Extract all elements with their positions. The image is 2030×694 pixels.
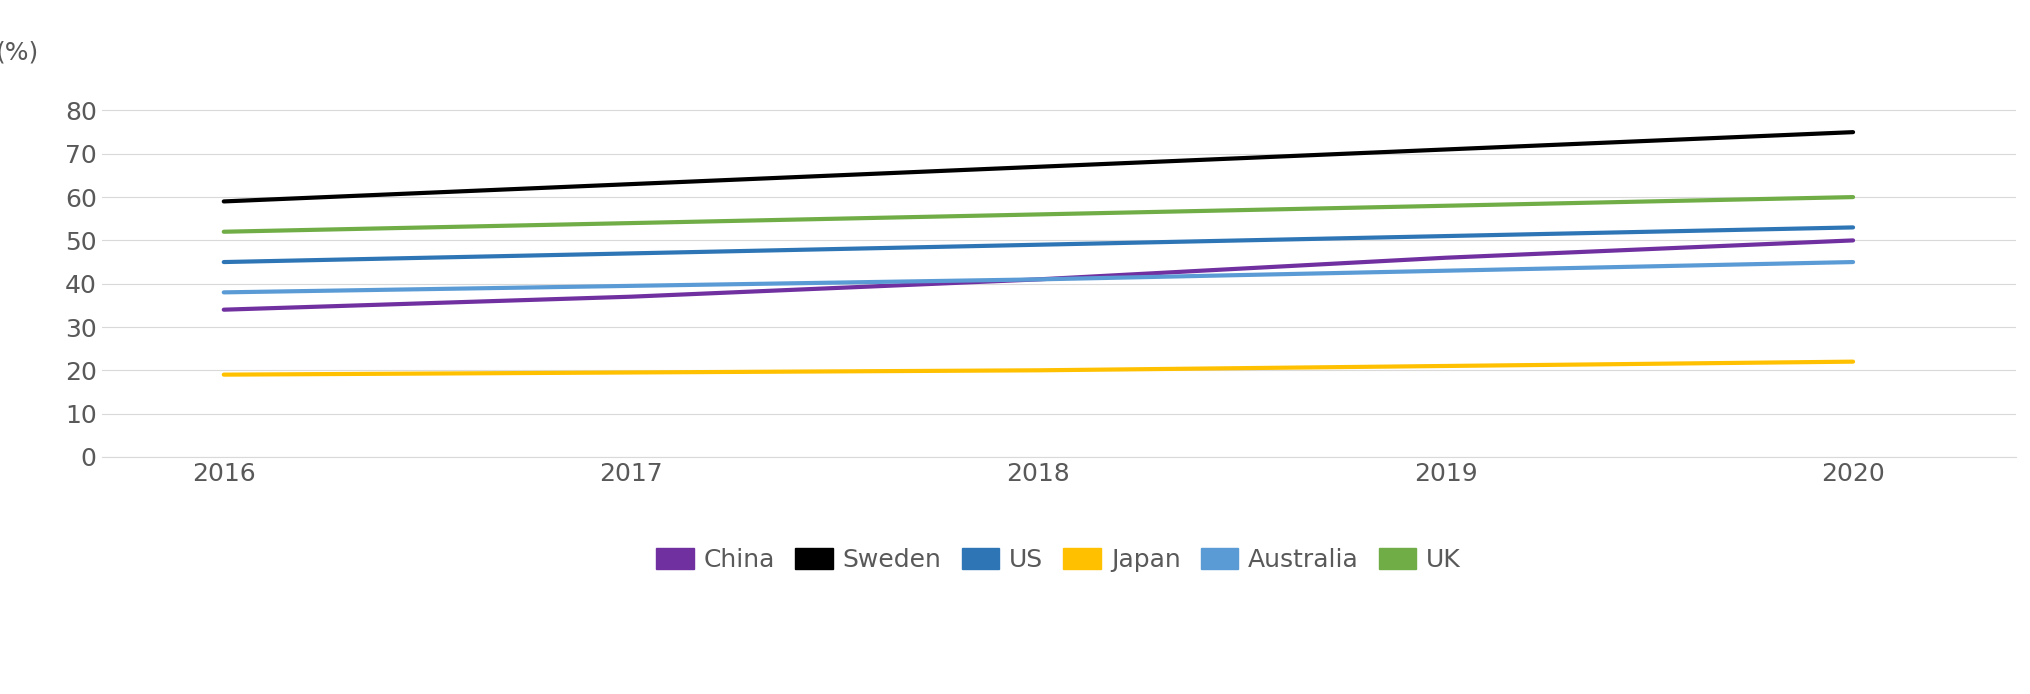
Australia <box>1025 276 1050 284</box>
Australia <box>1839 258 1864 266</box>
Australia <box>1433 266 1458 275</box>
Sweden <box>1433 145 1458 153</box>
US <box>1025 241 1050 249</box>
UK <box>1025 210 1050 219</box>
Japan <box>1025 366 1050 375</box>
Sweden <box>211 197 235 205</box>
Japan <box>1433 362 1458 370</box>
Australia <box>211 288 235 296</box>
Sweden <box>1025 162 1050 171</box>
US <box>211 258 235 266</box>
Line: Japan: Japan <box>223 362 1851 375</box>
China <box>619 293 644 301</box>
Japan <box>211 371 235 379</box>
Sweden <box>619 180 644 188</box>
Line: US: US <box>223 228 1851 262</box>
Line: China: China <box>223 240 1851 310</box>
UK <box>1839 193 1864 201</box>
UK <box>1433 201 1458 210</box>
US <box>1433 232 1458 240</box>
Australia <box>619 282 644 290</box>
Line: Sweden: Sweden <box>223 132 1851 201</box>
Japan <box>619 369 644 377</box>
Sweden <box>1839 128 1864 136</box>
Japan <box>1839 357 1864 366</box>
Legend: China, Sweden, US, Japan, Australia, UK: China, Sweden, US, Japan, Australia, UK <box>646 538 1470 582</box>
China <box>211 305 235 314</box>
China <box>1839 236 1864 244</box>
UK <box>211 228 235 236</box>
US <box>1839 223 1864 232</box>
Text: (%): (%) <box>0 40 39 65</box>
UK <box>619 219 644 227</box>
China <box>1433 253 1458 262</box>
Line: UK: UK <box>223 197 1851 232</box>
US <box>619 249 644 257</box>
Line: Australia: Australia <box>223 262 1851 292</box>
China <box>1025 276 1050 284</box>
